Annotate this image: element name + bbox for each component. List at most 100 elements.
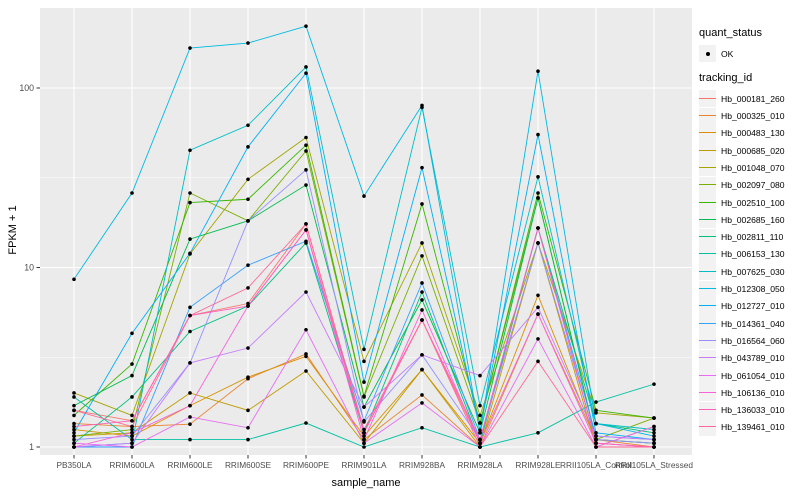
data-point [188,415,192,419]
data-point [362,445,366,449]
data-point [304,354,308,359]
legend-color-swatch [699,280,716,298]
data-point [420,290,424,294]
data-point [188,237,192,241]
data-point [130,434,134,438]
legend-item: Hb_006153_130 [699,245,799,263]
legend-color-swatch [699,401,716,419]
data-point [246,301,250,306]
data-point [594,411,598,415]
data-point [420,241,424,245]
data-point [246,425,250,430]
data-point [652,441,656,445]
data-point [594,400,598,404]
legend-item-label: Hb_006153_130 [721,249,785,260]
data-point [304,222,308,226]
data-point [478,441,482,445]
data-point [478,430,482,435]
line-swatch-icon [699,357,716,359]
legend-item-label: Hb_000483_130 [721,128,785,139]
line-swatch-icon [699,270,716,272]
data-point [188,329,192,334]
line-swatch-icon [699,253,716,255]
legend-color-swatch [699,90,716,108]
data-point [420,393,424,397]
data-point [72,430,76,435]
data-point [594,434,598,438]
data-point [72,437,76,442]
legend-quant-status-title: quant_status [699,27,762,39]
legend-color-swatch [699,263,716,281]
data-point [652,427,656,432]
legend-item-label: Hb_002811_110 [721,232,784,243]
data-point [72,441,76,445]
legend-color-swatch [699,384,716,402]
data-point [478,445,482,449]
data-point [536,226,540,230]
legend-color-swatch [699,367,716,385]
data-point [304,168,308,172]
legend-item: Hb_000685_020 [699,142,799,160]
data-point [536,241,540,245]
legend-item-label: Hb_007625_030 [721,266,785,277]
data-point [652,430,656,435]
data-point [304,65,308,69]
x-tick-label: RRIM928LE [515,460,561,470]
y-tick-label: 100 [19,83,34,93]
line-swatch-icon [699,97,716,99]
data-point [246,197,250,202]
data-point [130,437,134,442]
legend-item: Hb_012727_010 [699,297,799,315]
data-point [652,416,656,420]
legend-item: Hb_007625_030 [699,263,799,281]
data-point [362,405,366,409]
line-swatch-icon [699,374,716,376]
data-point [130,191,134,195]
data-point [304,369,308,373]
legend-item-label: Hb_002097_080 [721,180,785,191]
data-point [304,71,308,75]
legend-item-label: Hb_000181_260 [721,93,785,104]
data-point [304,135,308,140]
legend-item: Hb_139461_010 [699,418,799,436]
plot-panel [40,8,692,455]
data-point [652,424,656,429]
legend-item: Hb_000325_010 [699,107,799,125]
data-point [246,263,250,267]
data-point [594,441,598,445]
data-point [188,313,192,318]
data-point [362,380,366,384]
data-point [130,424,134,429]
line-swatch-icon [699,149,716,151]
data-point [536,69,540,74]
data-point [420,425,424,430]
y-axis-title: FPKM + 1 [7,205,19,255]
legend-item-label: Hb_000325_010 [721,111,785,122]
x-tick-label: RRII105LA_Stressed [615,460,693,470]
data-point [246,437,250,442]
data-point [362,430,366,435]
data-point [130,395,134,399]
data-point [72,277,76,282]
data-point [130,362,134,366]
data-point [72,413,76,418]
legend-color-swatch [699,194,716,212]
data-point [130,430,134,435]
data-point [536,293,540,298]
data-point [246,346,250,350]
legend-item: Hb_016564_060 [699,332,799,350]
data-point [304,143,308,148]
data-point [420,298,424,302]
data-point [130,331,134,336]
data-point [72,434,76,438]
data-point [478,437,482,442]
data-point [420,281,424,285]
data-point [536,430,540,435]
data-point [72,403,76,408]
x-axis-title: sample_name [331,477,401,489]
data-point [536,359,540,364]
data-point [188,422,192,426]
data-point [304,327,308,332]
legend-quant-status-item: OK [699,45,799,62]
